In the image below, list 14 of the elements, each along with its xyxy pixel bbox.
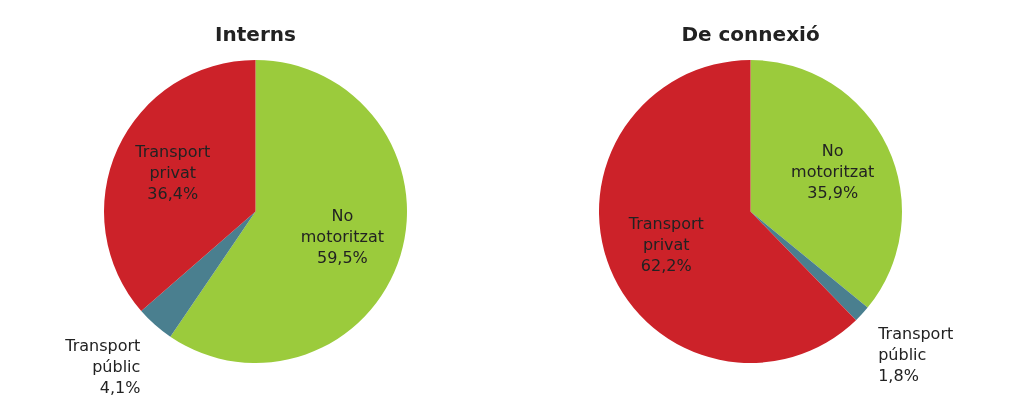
- data-label: 59,5%: [316, 248, 368, 268]
- data-label: 62,2%: [640, 255, 692, 275]
- slice-label: Transport públic: [64, 336, 141, 377]
- data-label: 36,4%: [147, 183, 199, 203]
- slice-label: Transport privat: [627, 213, 704, 254]
- chart-title: De connexió: [681, 22, 820, 47]
- slice-label: Transport públic: [877, 324, 954, 365]
- chart-title: Interns: [215, 22, 296, 47]
- slice-label: Transport privat: [134, 141, 211, 182]
- slice-label: No motoritzat: [791, 140, 875, 181]
- data-label: 1,8%: [878, 366, 919, 386]
- data-label: 35,9%: [807, 182, 859, 202]
- slice-label: No motoritzat: [300, 206, 384, 247]
- data-label: 4,1%: [99, 378, 141, 398]
